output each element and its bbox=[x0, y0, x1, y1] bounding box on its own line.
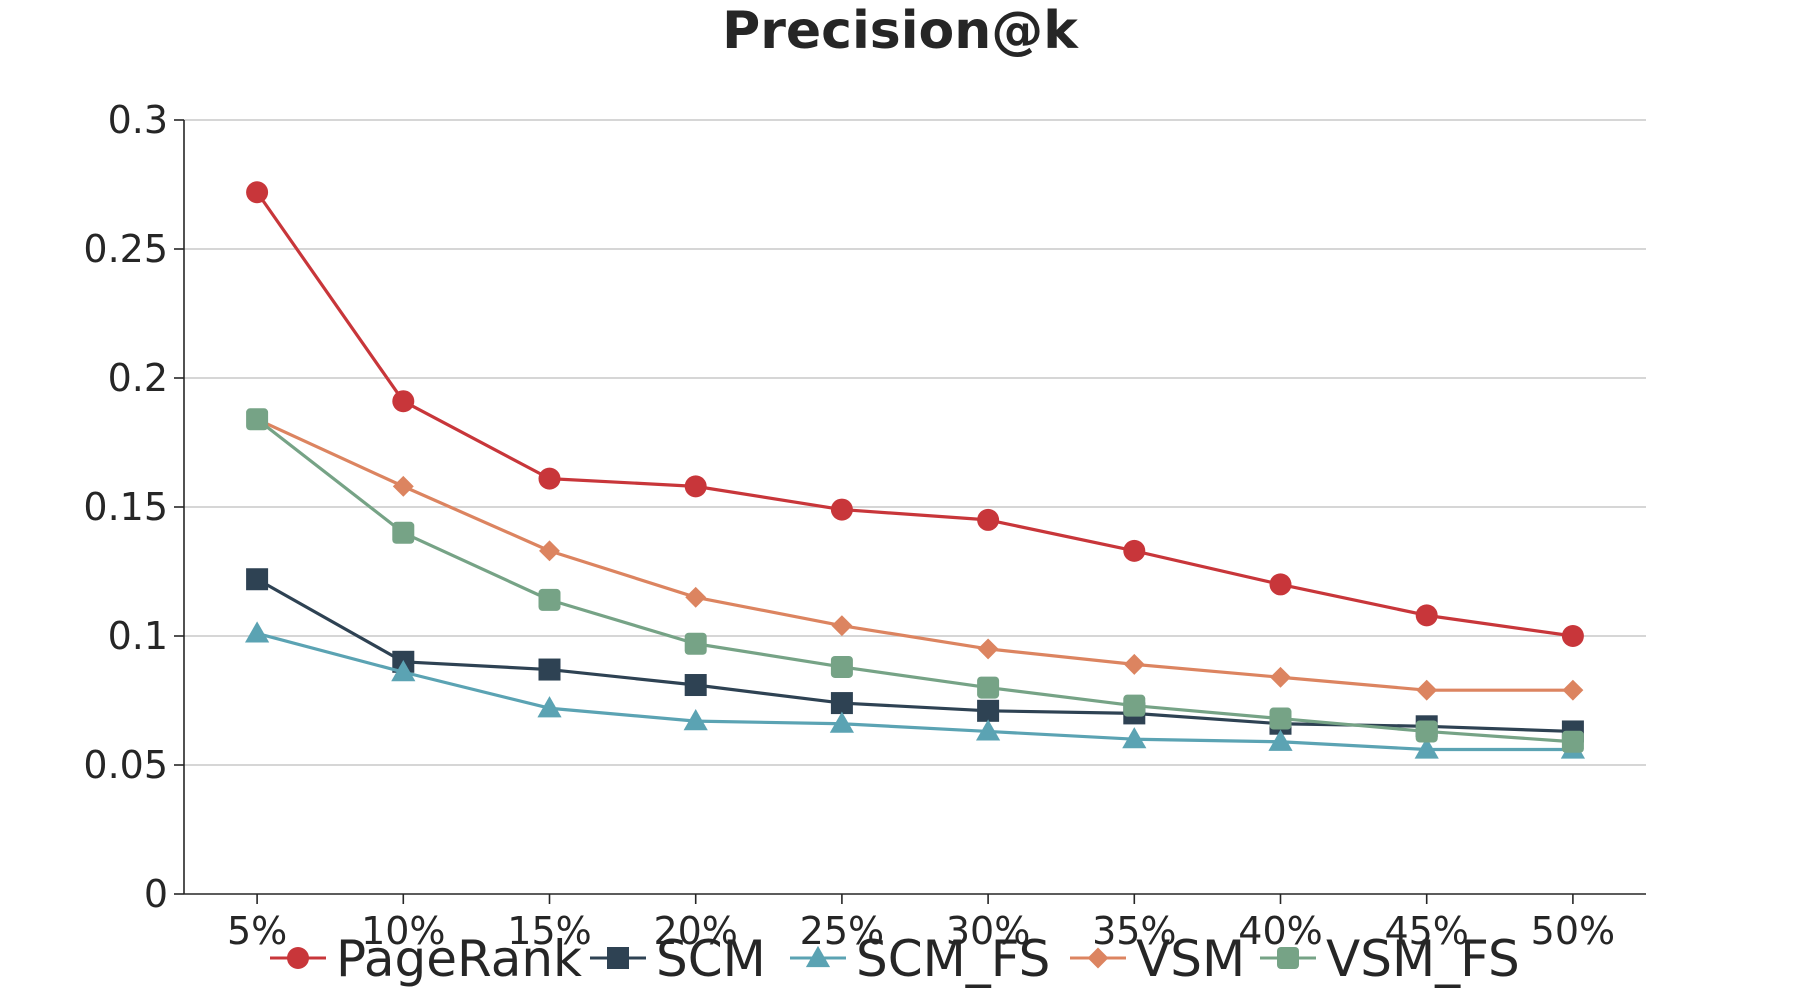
data-point bbox=[1268, 729, 1293, 751]
data-point bbox=[1561, 625, 1584, 647]
x-tick-label: 50% bbox=[1531, 909, 1615, 953]
data-point bbox=[829, 711, 854, 733]
data-point bbox=[976, 719, 1001, 741]
legend-marker bbox=[607, 947, 629, 969]
y-tick-label: 0.15 bbox=[83, 485, 168, 529]
data-point bbox=[246, 408, 269, 431]
legend-item: SCM_FS bbox=[790, 930, 1050, 988]
axes: 0 0.05 0.1 0.15 0.2 0.25 0.3 5% 10% 15% 20% 25% 30% 3… bbox=[83, 98, 1646, 953]
data-point bbox=[977, 676, 1000, 699]
data-point bbox=[245, 621, 270, 643]
data-point bbox=[1415, 720, 1438, 743]
data-point bbox=[392, 390, 415, 413]
data-point bbox=[830, 498, 853, 521]
legend-marker bbox=[287, 947, 309, 969]
data-point bbox=[1269, 573, 1292, 596]
legend-marker bbox=[1087, 947, 1109, 969]
series-vsm-fs bbox=[246, 408, 1584, 753]
data-point bbox=[1561, 730, 1584, 753]
data-point bbox=[977, 699, 1000, 722]
data-point bbox=[1123, 694, 1146, 717]
x-tick-label: 15% bbox=[507, 909, 591, 953]
data-point bbox=[1269, 707, 1292, 730]
data-point bbox=[1414, 737, 1439, 759]
data-point bbox=[1123, 539, 1146, 562]
x-tick-label: 30% bbox=[946, 909, 1030, 953]
data-point bbox=[246, 568, 269, 591]
data-point bbox=[538, 467, 561, 490]
legend-label: VSM bbox=[1136, 930, 1245, 988]
data-point bbox=[685, 586, 707, 608]
legend-marker bbox=[805, 945, 831, 968]
y-tick-label: 0.1 bbox=[108, 614, 168, 658]
series-line bbox=[256, 418, 1574, 744]
data-point bbox=[391, 660, 416, 682]
gridlines bbox=[184, 119, 1646, 766]
data-point bbox=[1270, 666, 1291, 688]
data-point bbox=[1123, 653, 1145, 675]
legend-label: SCM bbox=[656, 930, 766, 988]
data-point bbox=[539, 540, 560, 562]
data-point bbox=[683, 709, 708, 731]
series-scm-fs bbox=[245, 621, 1585, 759]
legend-label: VSM_FS bbox=[1326, 930, 1520, 988]
x-tick-label: 10% bbox=[361, 909, 445, 953]
data-point bbox=[684, 632, 707, 655]
y-tick-label: 0.25 bbox=[83, 227, 168, 271]
legend-label: SCM_FS bbox=[856, 930, 1050, 988]
legend-item: VSM bbox=[1070, 930, 1245, 988]
series-group bbox=[245, 181, 1585, 759]
data-point bbox=[684, 674, 707, 697]
y-tick-label: 0.2 bbox=[108, 356, 168, 400]
y-tick-label: 0.05 bbox=[83, 743, 168, 787]
legend-item: SCM bbox=[590, 930, 766, 988]
chart-title: Precision@k bbox=[722, 1, 1079, 61]
data-point bbox=[830, 655, 853, 678]
y-tick-label: 0 bbox=[144, 872, 168, 916]
x-tick-label: 35% bbox=[1092, 909, 1176, 953]
data-point bbox=[830, 692, 853, 715]
series-line bbox=[256, 631, 1573, 752]
data-point bbox=[538, 588, 561, 611]
data-point bbox=[392, 475, 414, 497]
series-vsm bbox=[246, 408, 1584, 701]
series-line bbox=[255, 191, 1574, 638]
data-point bbox=[977, 638, 999, 660]
legend: PageRank SCM SCM_FS VSM VSM_FS bbox=[270, 930, 1520, 988]
data-point bbox=[537, 696, 562, 718]
y-tick-label: 0.3 bbox=[108, 98, 168, 142]
data-point bbox=[392, 521, 415, 544]
legend-item: VSM_FS bbox=[1260, 930, 1520, 988]
legend-label: PageRank bbox=[336, 930, 582, 988]
legend-marker bbox=[1277, 947, 1299, 969]
series-scm bbox=[246, 568, 1584, 743]
data-point bbox=[831, 615, 853, 637]
series-line bbox=[256, 417, 1573, 692]
data-point bbox=[1122, 727, 1147, 749]
x-tick-label: 25% bbox=[800, 909, 884, 953]
x-tick-label: 40% bbox=[1238, 909, 1322, 953]
x-tick-label: 45% bbox=[1384, 909, 1468, 953]
data-point bbox=[977, 508, 1000, 531]
x-tick-label: 20% bbox=[653, 909, 737, 953]
data-point bbox=[246, 181, 269, 204]
data-point bbox=[684, 475, 707, 498]
legend-item: PageRank bbox=[270, 930, 582, 988]
data-point bbox=[1562, 679, 1584, 701]
series-line bbox=[256, 577, 1573, 734]
series-pagerank bbox=[246, 181, 1584, 647]
x-tick-label: 5% bbox=[227, 909, 287, 953]
data-point bbox=[1415, 604, 1438, 627]
data-point bbox=[1416, 679, 1438, 701]
data-point bbox=[538, 658, 561, 681]
